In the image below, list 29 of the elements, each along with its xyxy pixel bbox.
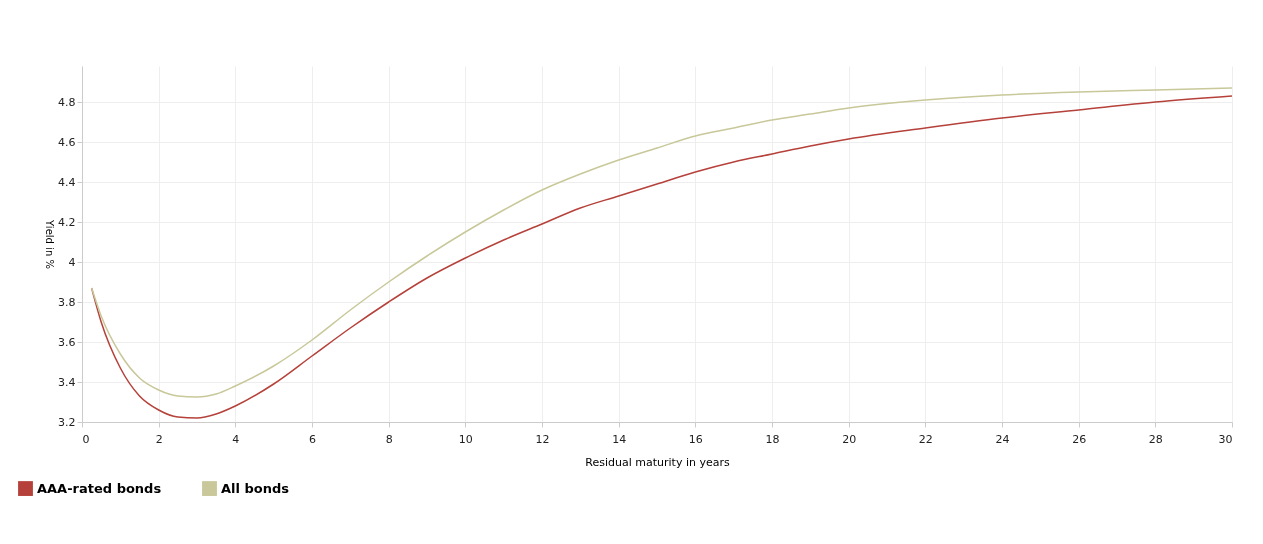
y-tick-label: 3.6 bbox=[58, 335, 76, 349]
x-tick-label: 26 bbox=[1072, 432, 1087, 446]
y-tick-label: 4.2 bbox=[58, 215, 76, 229]
x-tick-label: 12 bbox=[535, 432, 550, 446]
x-tick-label: 22 bbox=[918, 432, 933, 446]
legend-label: AAA-rated bonds bbox=[37, 480, 162, 496]
x-tick-label: 2 bbox=[155, 432, 163, 446]
y-tick-label: 3.8 bbox=[58, 295, 76, 309]
x-tick-label: 10 bbox=[458, 432, 473, 446]
y-tick-label: 3.4 bbox=[58, 375, 76, 389]
y-tick-label: 4.8 bbox=[58, 95, 76, 109]
x-tick-label: 6 bbox=[309, 432, 316, 446]
y-tick-label: 4.6 bbox=[58, 135, 76, 149]
y-tick-label: 4 bbox=[68, 255, 76, 269]
x-tick-label: 18 bbox=[765, 432, 780, 446]
x-tick-label: 14 bbox=[612, 432, 627, 446]
x-tick-label: 30 bbox=[1218, 432, 1233, 446]
y-tick-label: 4.4 bbox=[58, 175, 76, 189]
y-tick-label: 3.2 bbox=[58, 415, 76, 429]
x-tick-label: 28 bbox=[1148, 432, 1163, 446]
x-axis-title: Residual maturity in years bbox=[585, 455, 730, 469]
x-tick-label: 8 bbox=[385, 432, 393, 446]
x-tick-label: 20 bbox=[842, 432, 857, 446]
x-tick-label: 4 bbox=[232, 432, 240, 446]
x-tick-label: 0 bbox=[82, 432, 90, 446]
x-tick-label: 16 bbox=[688, 432, 703, 446]
y-axis-title: Yield in % bbox=[44, 219, 56, 269]
legend-label: All bonds bbox=[221, 480, 290, 496]
x-tick-label: 24 bbox=[995, 432, 1010, 446]
